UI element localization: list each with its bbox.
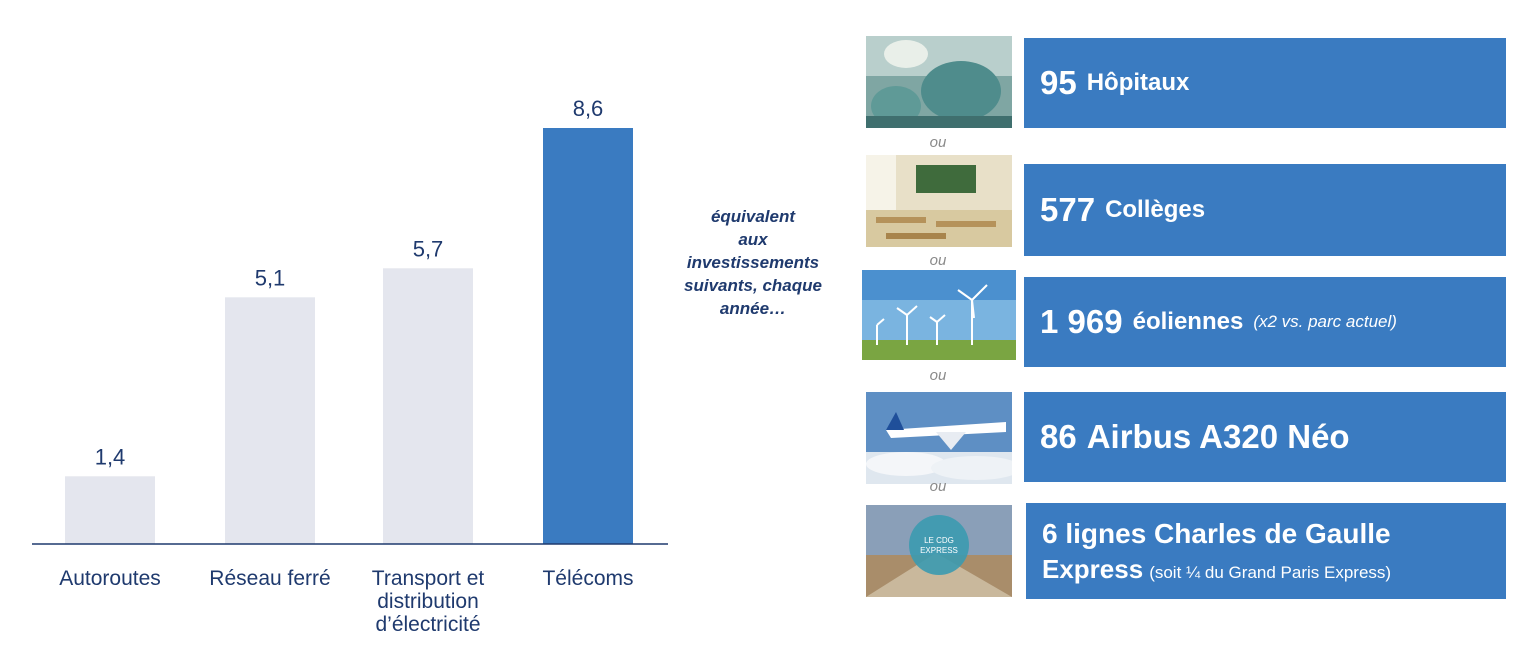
airplane-photo bbox=[866, 392, 1012, 484]
category-label: Transport et bbox=[372, 567, 485, 590]
svg-text:LE CDG: LE CDG bbox=[924, 536, 954, 545]
bar-value-label: 8,6 bbox=[573, 96, 604, 121]
separator-or: ou bbox=[929, 134, 947, 151]
equivalent-box-cdg-express: 6 lignes Charles de Gaulle Express (soit … bbox=[1026, 503, 1506, 599]
separator-or: ou bbox=[929, 478, 947, 495]
equivalent-label: Airbus A320 Néo bbox=[1086, 418, 1350, 455]
equivalent-label: Hôpitaux bbox=[1086, 69, 1190, 96]
investment-bar-chart: 1,4 Autoroutes 5,1 Réseau ferré 5,7 Transport… bbox=[0, 0, 680, 652]
equivalent-line2-bold: Express bbox=[1042, 553, 1144, 584]
equivalent-line2: Express (soit ¼ du Grand Paris Express) bbox=[1042, 554, 1391, 585]
separator-or: ou bbox=[929, 367, 947, 384]
surgery-photo bbox=[866, 36, 1012, 128]
bar-0 bbox=[65, 476, 155, 544]
equivalent-box-wind-turbines: 1 969 éoliennes (x2 vs. parc actuel) bbox=[1024, 277, 1506, 367]
equivalent-number: 86 bbox=[1040, 418, 1077, 455]
equivalent-label: éoliennes bbox=[1132, 308, 1244, 335]
equivalent-number: 1 969 bbox=[1040, 303, 1123, 340]
bar-1 bbox=[225, 297, 315, 544]
equivalent-box-hospitals: 95 Hôpitaux bbox=[1024, 38, 1506, 128]
bar-value-label: 5,7 bbox=[413, 236, 444, 261]
bar-2 bbox=[383, 268, 473, 544]
equivalence-caption: équivalent aux investissements suivants,… bbox=[684, 207, 822, 318]
equivalent-note: (x2 vs. parc actuel) bbox=[1253, 312, 1397, 331]
equivalent-number: 95 bbox=[1040, 64, 1077, 101]
chart-svg: 1,4 Autoroutes 5,1 Réseau ferré 5,7 Transport… bbox=[32, 96, 668, 636]
equivalent-number: 577 bbox=[1040, 191, 1096, 228]
separator-or: ou bbox=[929, 252, 947, 269]
cdg-express-photo: LE CDG EXPRESS bbox=[866, 505, 1012, 597]
equivalent-box-colleges: 577 Collèges bbox=[1024, 164, 1506, 256]
bar-value-label: 5,1 bbox=[255, 265, 286, 290]
equivalent-box-airbus: 86 Airbus A320 Néo bbox=[1024, 392, 1506, 482]
bar-value-label: 1,4 bbox=[95, 444, 126, 469]
category-label: distribution bbox=[377, 590, 479, 613]
svg-text:EXPRESS: EXPRESS bbox=[920, 546, 958, 555]
equivalent-line1: 6 lignes Charles de Gaulle bbox=[1042, 517, 1391, 549]
category-label: d’électricité bbox=[375, 613, 480, 636]
equivalent-label: Collèges bbox=[1105, 196, 1206, 223]
category-label: Réseau ferré bbox=[209, 567, 330, 590]
classroom-photo bbox=[866, 155, 1012, 247]
equivalent-line2-regular: (soit ¼ du Grand Paris Express) bbox=[1149, 562, 1392, 582]
category-label: Autoroutes bbox=[59, 567, 161, 590]
bar-3 bbox=[543, 128, 633, 544]
wind-turbines-photo bbox=[862, 270, 1016, 360]
category-label: Télécoms bbox=[542, 567, 633, 590]
